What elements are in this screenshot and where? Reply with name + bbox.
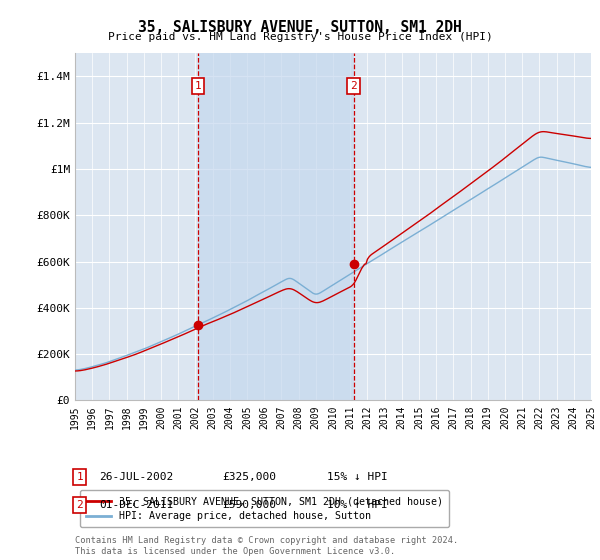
- Text: 1: 1: [194, 81, 201, 91]
- Text: Price paid vs. HM Land Registry's House Price Index (HPI): Price paid vs. HM Land Registry's House …: [107, 32, 493, 43]
- Legend: 35, SALISBURY AVENUE, SUTTON, SM1 2DH (detached house), HPI: Average price, deta: 35, SALISBURY AVENUE, SUTTON, SM1 2DH (d…: [80, 491, 449, 528]
- Bar: [198, 53, 353, 400]
- Text: 2: 2: [350, 81, 357, 91]
- Text: 26-JUL-2002: 26-JUL-2002: [99, 472, 173, 482]
- Text: Contains HM Land Registry data © Crown copyright and database right 2024.
This d: Contains HM Land Registry data © Crown c…: [75, 536, 458, 556]
- Text: £325,000: £325,000: [222, 472, 276, 482]
- Text: 35, SALISBURY AVENUE, SUTTON, SM1 2DH: 35, SALISBURY AVENUE, SUTTON, SM1 2DH: [138, 20, 462, 35]
- Text: £590,000: £590,000: [222, 500, 276, 510]
- Text: 2: 2: [76, 500, 83, 510]
- Text: 1: 1: [76, 472, 83, 482]
- Text: 15% ↓ HPI: 15% ↓ HPI: [327, 472, 388, 482]
- Text: 01-DEC-2011: 01-DEC-2011: [99, 500, 173, 510]
- Text: 10% ↑ HPI: 10% ↑ HPI: [327, 500, 388, 510]
